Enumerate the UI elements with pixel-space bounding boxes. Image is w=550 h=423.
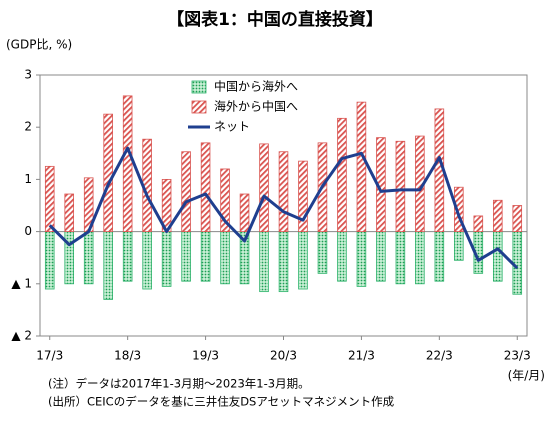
bar xyxy=(454,186,464,232)
bar xyxy=(395,231,406,285)
bar xyxy=(200,142,211,232)
bar xyxy=(200,231,211,282)
legend-label: 海外から中国へ xyxy=(214,99,298,114)
bar xyxy=(512,231,523,295)
bar xyxy=(395,140,406,233)
x-tick-label: 22/3 xyxy=(426,349,453,363)
bar xyxy=(317,231,328,274)
bar xyxy=(415,231,425,285)
y-tick-label: ▲ 2 xyxy=(11,329,32,343)
line xyxy=(48,146,519,270)
bar xyxy=(337,117,347,232)
bar xyxy=(298,231,308,290)
bar xyxy=(512,205,523,233)
bar xyxy=(278,231,289,293)
bar xyxy=(454,231,464,261)
bar xyxy=(376,231,386,282)
bar xyxy=(259,231,269,293)
chart-title: 【図表1：中国の直接投資】 xyxy=(167,9,383,30)
note: (出所）CEICのデータを基に三井住友DSアセットマネジメント作成 xyxy=(48,395,395,409)
bar xyxy=(492,231,503,282)
bar xyxy=(220,168,230,233)
x-tick-label: 17/3 xyxy=(36,349,63,363)
bar xyxy=(64,231,75,285)
bar xyxy=(278,151,289,232)
bar xyxy=(239,193,250,233)
legend-label: ネット xyxy=(214,120,250,134)
y-tick-label: 2 xyxy=(24,120,32,134)
y-axis-label: (GDP比, %) xyxy=(6,38,72,52)
bar xyxy=(122,95,133,232)
bar xyxy=(181,231,191,282)
bar xyxy=(473,215,484,233)
bar xyxy=(259,143,269,233)
x-tick-label: 18/3 xyxy=(114,349,141,363)
bar xyxy=(161,231,172,287)
x-tick-label: 20/3 xyxy=(270,349,297,363)
bar xyxy=(434,231,445,282)
bar xyxy=(492,199,503,232)
bar xyxy=(181,151,191,232)
bar xyxy=(83,231,94,285)
legend-swatch xyxy=(191,100,207,114)
bar xyxy=(103,113,113,232)
y-tick-label: 3 xyxy=(24,68,32,82)
bar xyxy=(356,101,367,232)
bar xyxy=(44,231,55,290)
bar xyxy=(298,160,308,233)
note: (注）データは2017年1-3月期～2023年1-3月期。 xyxy=(48,377,310,391)
bar xyxy=(220,231,230,285)
x-axis-label: (年/月) xyxy=(508,369,545,383)
x-tick-label: 23/3 xyxy=(504,349,531,363)
y-tick-label: 0 xyxy=(24,224,32,238)
y-tick-label: 1 xyxy=(24,172,32,186)
y-tick-label: ▲ 1 xyxy=(11,276,32,290)
bar xyxy=(356,231,367,287)
bar xyxy=(103,231,113,300)
legend-swatch xyxy=(191,80,207,94)
x-tick-label: 21/3 xyxy=(348,349,375,363)
legend-label: 中国から海外へ xyxy=(214,79,298,94)
x-tick-label: 19/3 xyxy=(192,349,219,363)
bar xyxy=(337,231,347,282)
bar xyxy=(44,165,55,233)
bar xyxy=(142,231,152,290)
bar xyxy=(64,193,75,233)
bar xyxy=(122,231,133,282)
